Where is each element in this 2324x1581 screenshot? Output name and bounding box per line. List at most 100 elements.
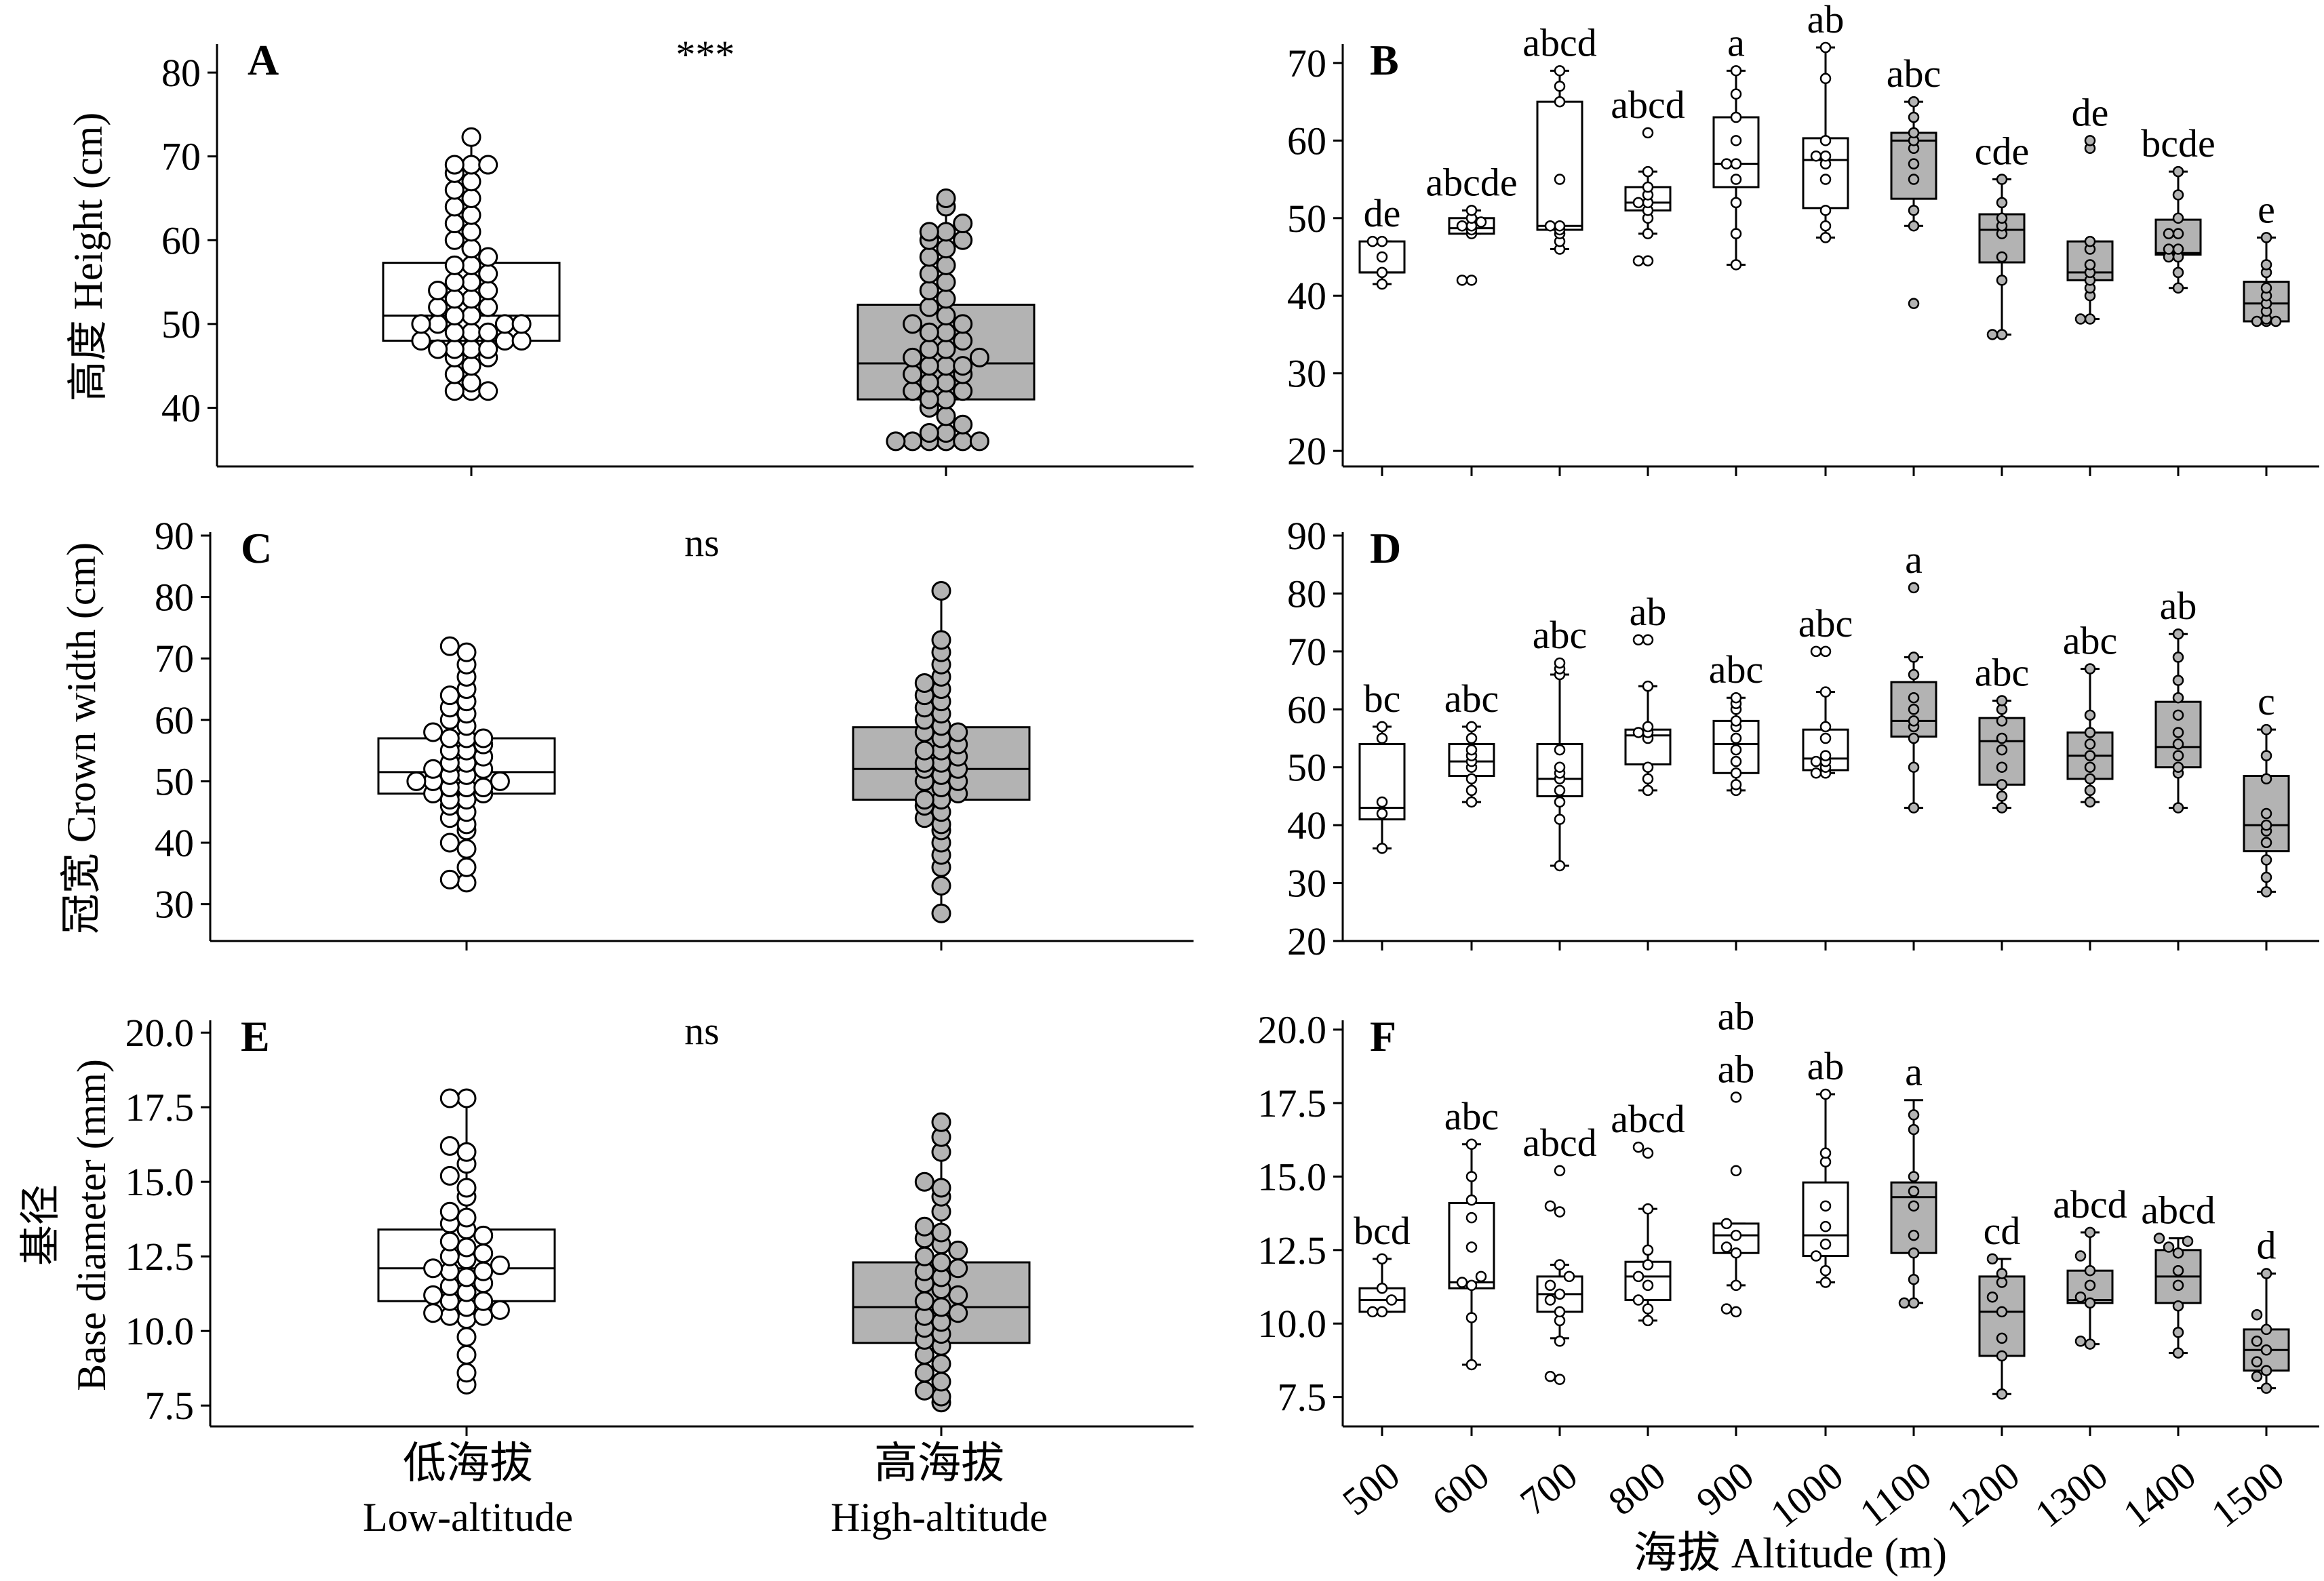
y-tick-label: 70	[161, 135, 201, 179]
data-point	[1996, 1332, 2008, 1344]
data-point	[1819, 174, 1832, 185]
data-point	[914, 1246, 934, 1266]
y-tick-label: 15.0	[1258, 1155, 1327, 1199]
data-point	[1376, 796, 1388, 808]
data-point	[919, 322, 939, 342]
data-point	[1465, 744, 1478, 756]
data-point	[1908, 298, 1920, 309]
data-point	[1554, 1206, 1566, 1218]
data-point	[1642, 228, 1654, 239]
data-point	[1475, 1270, 1487, 1283]
y-tick-label: 20	[1287, 919, 1326, 963]
data-point	[1642, 1147, 1654, 1159]
data-point	[953, 331, 973, 351]
significance-label: ns	[684, 1009, 720, 1053]
data-point	[2172, 228, 2184, 239]
group-letter: ab	[1718, 994, 1755, 1038]
data-point	[2084, 235, 2096, 247]
data-point	[2260, 723, 2272, 736]
data-point	[1544, 220, 1556, 232]
data-point	[1385, 1294, 1398, 1306]
y-tick-label: 80	[1287, 572, 1326, 616]
data-point	[2172, 802, 2184, 814]
box-500: bc	[1358, 677, 1406, 854]
data-point	[1730, 1247, 1742, 1259]
data-point	[461, 127, 481, 147]
data-point	[931, 1297, 951, 1317]
panel-letter: C	[241, 524, 272, 572]
data-point	[461, 356, 481, 376]
data-point	[953, 230, 973, 250]
data-point	[473, 1291, 494, 1311]
data-point	[1996, 197, 2008, 209]
box-500: de	[1358, 191, 1406, 290]
data-point	[2172, 1327, 2184, 1338]
box-500: bcd	[1354, 1209, 1411, 1318]
data-point	[2084, 796, 2096, 808]
box-900: ab ab	[1712, 994, 1760, 1318]
data-point	[1996, 212, 2008, 224]
group-letter: cde	[1975, 129, 2030, 174]
data-point	[953, 314, 973, 334]
data-point	[1908, 652, 1920, 663]
y-tick-label: 50	[155, 759, 194, 803]
data-point	[1730, 732, 1742, 744]
data-point	[1554, 1165, 1566, 1177]
data-point	[444, 364, 465, 384]
data-point	[948, 1240, 968, 1260]
data-point	[1908, 1229, 1920, 1241]
data-point	[473, 1225, 494, 1245]
data-point	[1908, 582, 1920, 594]
box-Low-altitude	[377, 1088, 556, 1395]
data-point	[1996, 174, 2008, 185]
data-point	[2172, 675, 2184, 686]
data-point	[1376, 251, 1388, 263]
data-point	[411, 314, 431, 334]
data-point	[1730, 65, 1742, 77]
box-1400: ab	[2154, 584, 2202, 814]
box-1300: de	[2066, 90, 2114, 325]
data-point	[886, 431, 906, 452]
group-letter: abcd	[1611, 1097, 1685, 1141]
data-point	[1908, 692, 1920, 704]
data-point	[1908, 1247, 1920, 1259]
data-point	[1465, 1171, 1478, 1182]
data-point	[936, 322, 956, 342]
data-point	[461, 205, 481, 225]
panel-letter: E	[241, 1012, 270, 1060]
group-letter: ab	[1807, 1044, 1845, 1088]
y-tick-label: 20.0	[1258, 1008, 1327, 1052]
data-point	[2260, 837, 2272, 849]
data-point	[1730, 135, 1742, 146]
data-point	[461, 372, 481, 393]
data-point	[914, 1363, 934, 1383]
data-point	[461, 222, 481, 242]
group-letter: ab	[2160, 584, 2197, 628]
group-letter: a	[1727, 20, 1745, 64]
group-letter: abc	[2063, 618, 2118, 662]
data-point	[1819, 220, 1832, 232]
data-point	[2074, 1336, 2087, 1347]
data-point	[461, 306, 481, 326]
group-letter: c	[2258, 679, 2275, 723]
group-letter: abcde	[1425, 160, 1517, 204]
data-point	[461, 289, 481, 309]
data-point	[1908, 158, 1920, 169]
data-point	[1544, 1294, 1556, 1306]
data-point	[903, 314, 923, 334]
data-point	[2251, 315, 2263, 327]
data-point	[444, 381, 465, 401]
box-1500: d	[2243, 1224, 2290, 1394]
data-point	[2084, 727, 2096, 738]
y-tick-label: 50	[1287, 197, 1326, 241]
data-point	[444, 306, 465, 326]
data-point	[2182, 1235, 2194, 1247]
panel-letter: A	[248, 36, 279, 84]
data-point	[1554, 784, 1566, 797]
data-point	[1632, 634, 1644, 646]
data-point	[2251, 1336, 2263, 1347]
data-point	[1730, 228, 1742, 239]
data-point	[1908, 174, 1920, 185]
data-point	[1465, 773, 1478, 785]
data-point	[423, 722, 444, 742]
